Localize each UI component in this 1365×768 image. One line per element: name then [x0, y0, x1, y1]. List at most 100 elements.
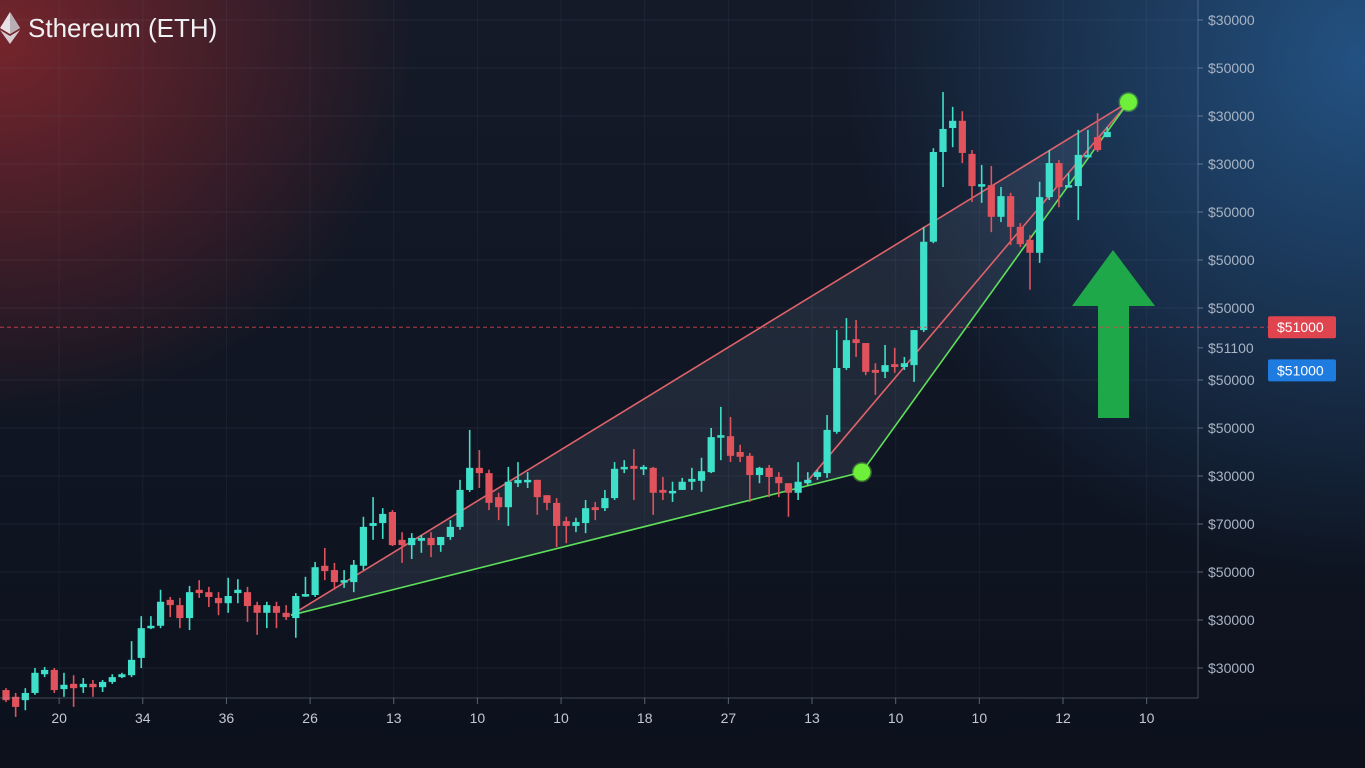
candle-body — [1016, 226, 1024, 245]
candle-body — [678, 481, 686, 490]
candle-down — [243, 586, 252, 622]
candle-up — [21, 688, 29, 711]
x-tick-label: 10 — [470, 710, 486, 726]
candle-down — [485, 469, 493, 511]
candle-body — [89, 683, 97, 688]
chart-title: Sthereum (ETH) — [0, 12, 217, 44]
candle-body — [350, 564, 358, 583]
candle-body — [620, 466, 628, 470]
candle-up — [311, 561, 319, 597]
candle-body — [379, 513, 387, 524]
candle-up — [156, 589, 165, 629]
candle-up — [823, 415, 831, 478]
candle-body — [726, 436, 735, 456]
candle-body — [388, 512, 396, 546]
candle-body — [871, 369, 879, 373]
candle-body — [1026, 239, 1034, 253]
candle-up — [456, 479, 464, 530]
candle-down — [765, 464, 773, 498]
candle-body — [185, 592, 194, 619]
candle-down — [591, 501, 599, 521]
candle-body — [939, 128, 947, 152]
candle-body — [1007, 196, 1015, 227]
candle-up — [263, 601, 271, 629]
candle-up — [804, 472, 812, 486]
candle-body — [813, 472, 822, 477]
candle-body — [166, 599, 174, 606]
y-tick-label: $30000 — [1208, 660, 1255, 676]
candle-body — [224, 596, 232, 604]
candle-body — [929, 152, 937, 242]
candle-down — [253, 601, 261, 635]
y-tick-label: $50000 — [1208, 372, 1255, 388]
ethereum-icon — [0, 12, 20, 44]
candle-body — [852, 339, 860, 344]
candle-up — [369, 497, 377, 540]
candle-body — [765, 467, 773, 477]
candle-body — [234, 589, 242, 594]
candle-down — [852, 320, 860, 357]
x-tick-label: 10 — [553, 710, 569, 726]
candle-down — [968, 150, 976, 202]
candle-body — [958, 120, 966, 153]
candle-up — [920, 226, 928, 332]
price-tag-red — [1268, 316, 1336, 339]
candle-up — [379, 508, 387, 539]
x-tick-label: 10 — [888, 710, 904, 726]
y-tick-label: $30000 — [1208, 12, 1255, 28]
candle-body — [1074, 154, 1082, 187]
candle-down — [649, 466, 657, 515]
price-tag-blue — [1268, 359, 1336, 382]
candle-down — [553, 498, 561, 548]
candle-body — [475, 467, 483, 474]
candle-up — [147, 616, 155, 630]
candle-up — [697, 457, 706, 492]
chart-title-text: Sthereum (ETH) — [28, 12, 218, 43]
candle-body — [659, 489, 667, 493]
candle-up — [127, 641, 136, 678]
candle-up — [118, 672, 126, 679]
candle-down — [871, 363, 879, 395]
candle-body — [31, 672, 39, 693]
candle-down — [784, 483, 793, 517]
candle-up — [514, 462, 522, 488]
candle-down — [495, 492, 503, 521]
candle-body — [282, 612, 290, 618]
candle-up — [582, 500, 590, 534]
candle-down — [987, 165, 995, 233]
axes: $30000 $50000 $30000 $30000 $50000 $50000 $500… — [0, 0, 1336, 726]
candle-body — [668, 490, 677, 494]
overlay — [851, 92, 1139, 483]
x-tick-label: 13 — [386, 710, 402, 726]
candle-body — [533, 479, 541, 498]
candle-body — [514, 479, 522, 484]
candle-body — [794, 481, 802, 493]
candle-up — [1045, 150, 1053, 200]
candle-body — [272, 606, 281, 613]
candle-up — [813, 469, 822, 480]
candle-body — [137, 628, 145, 658]
candle-down — [214, 592, 223, 616]
candle-up — [910, 330, 918, 382]
candle-body — [156, 601, 165, 626]
candle-body — [949, 120, 957, 128]
y-tick-label: $51100 — [1208, 340, 1254, 356]
candle-up — [639, 464, 648, 476]
candle-body — [891, 364, 899, 368]
candle-down — [543, 495, 551, 511]
candle-body — [243, 592, 252, 607]
candle-body — [417, 537, 425, 541]
candle-body — [833, 368, 841, 432]
candle-body — [1093, 137, 1102, 151]
candles — [2, 92, 1111, 717]
candle-up — [185, 585, 194, 631]
candle-up — [842, 318, 851, 370]
x-tick-label: 10 — [972, 710, 988, 726]
candle-body — [1045, 163, 1053, 198]
candle-down — [282, 605, 290, 620]
candle-down — [176, 597, 184, 629]
candle-up — [1036, 181, 1044, 263]
candle-up — [41, 667, 49, 678]
candle-down — [70, 675, 78, 707]
y-tick-label: $70000 — [1208, 516, 1255, 532]
